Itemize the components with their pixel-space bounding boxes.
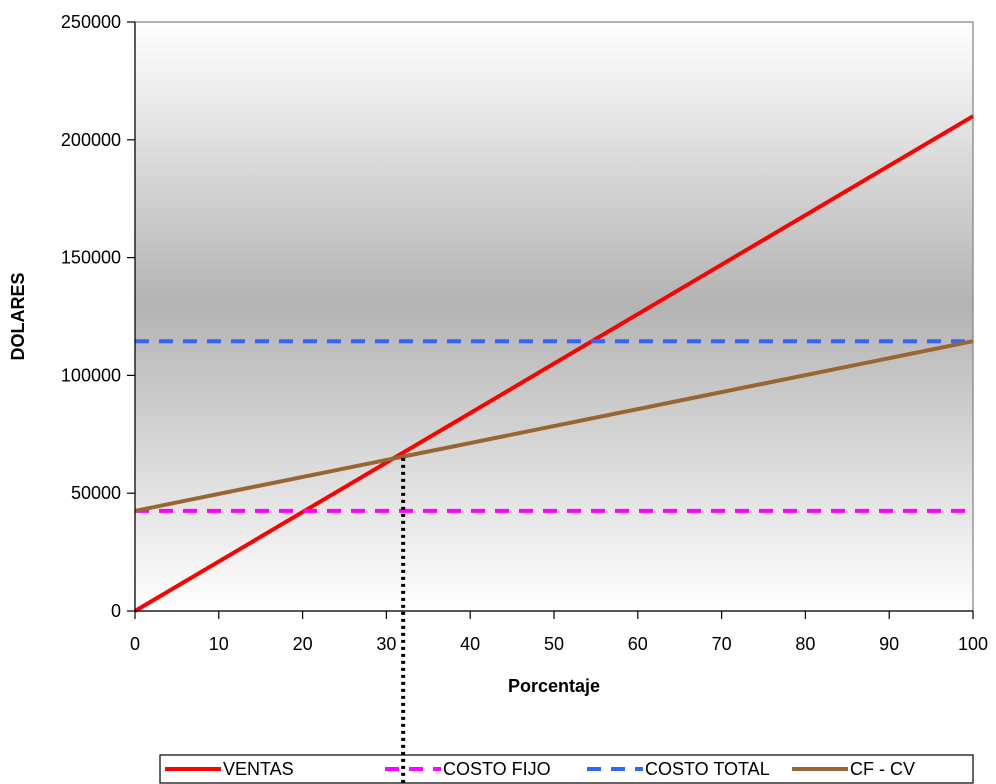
y-tick-label: 50000 (71, 483, 121, 503)
y-axis-title: DOLARES (8, 272, 28, 360)
legend-label: COSTO FIJO (443, 759, 551, 779)
x-tick-label: 0 (130, 634, 140, 654)
legend-label: CF - CV (850, 759, 915, 779)
axes: 0 50000 100000 150000 200000 250000 0 10 20 30 40 5… (8, 12, 988, 696)
x-tick-label: 20 (293, 634, 313, 654)
y-tick-label: 100000 (61, 365, 121, 385)
x-tick-label: 30 (376, 634, 396, 654)
series-line-cf-cv (134, 339, 974, 513)
y-tick-label: 200000 (61, 130, 121, 150)
x-tick-label: 40 (460, 634, 480, 654)
y-tick-label: 250000 (61, 12, 121, 32)
x-axis-title: Porcentaje (508, 676, 600, 696)
legend-label: VENTAS (223, 759, 294, 779)
x-tick-label: 90 (879, 634, 899, 654)
x-tick-label: 60 (628, 634, 648, 654)
plot-area (134, 21, 974, 612)
series-line-ventas (133, 114, 975, 613)
legend: VENTAS COSTO FIJO COSTO TOTAL CF - CV (159, 754, 974, 784)
x-tick-label: 100 (958, 634, 988, 654)
y-tick-label: 0 (111, 601, 121, 621)
x-tick-label: 80 (795, 634, 815, 654)
x-tick-label: 50 (544, 634, 564, 654)
y-tick-label: 150000 (61, 248, 121, 268)
legend-label: COSTO TOTAL (645, 759, 770, 779)
x-tick-label: 10 (209, 634, 229, 654)
x-tick-label: 70 (712, 634, 732, 654)
series-layer (133, 114, 975, 613)
